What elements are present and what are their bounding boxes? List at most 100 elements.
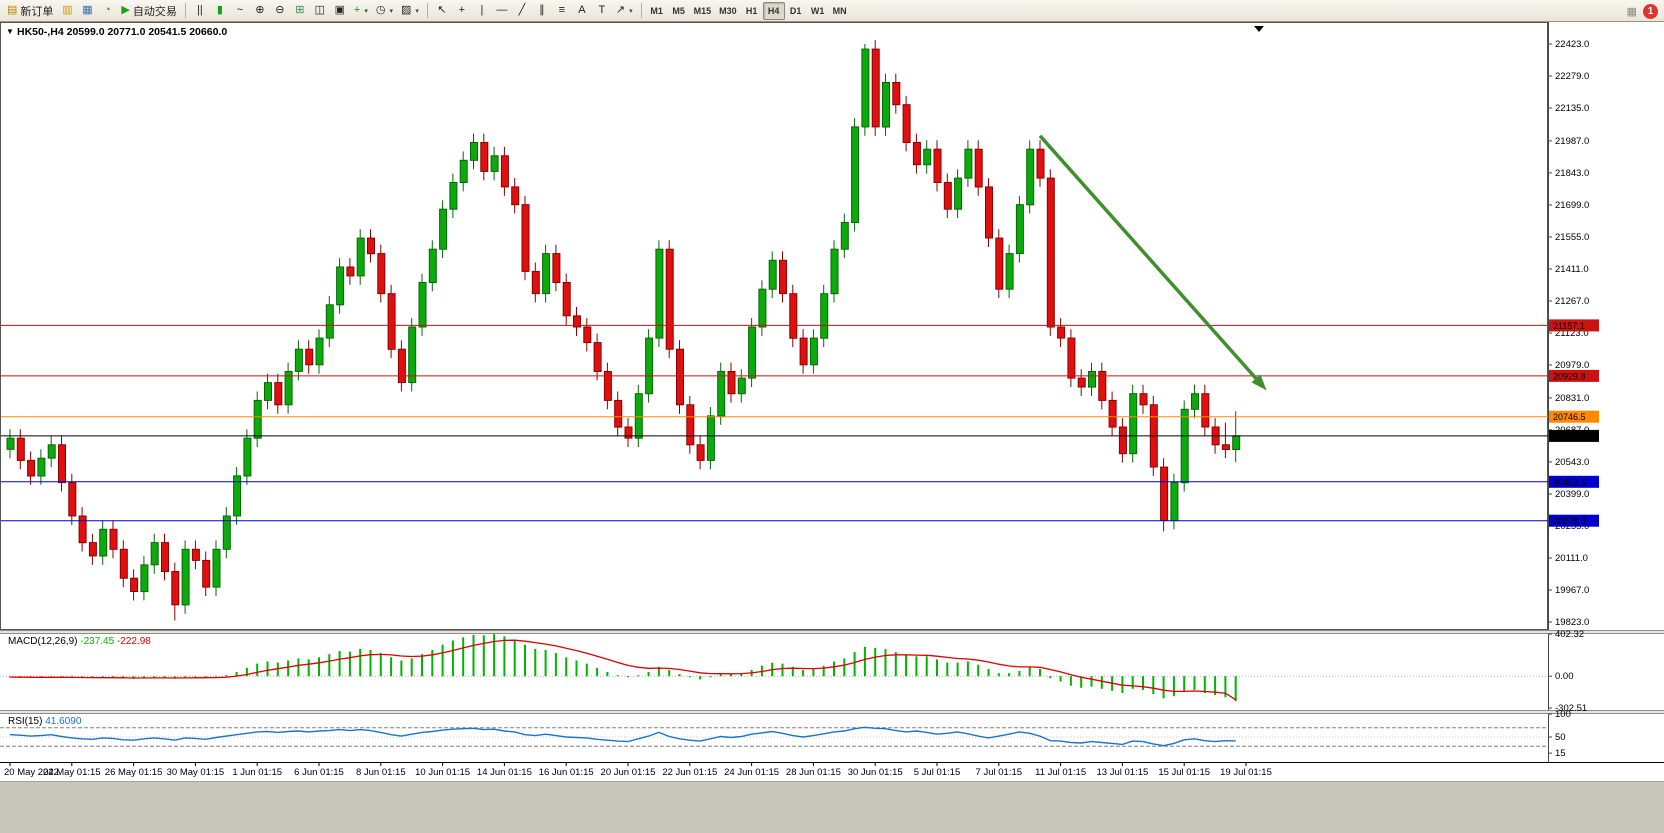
macd-axis-label: 0.00 (1555, 671, 1574, 682)
vertical-line-button[interactable]: | (472, 2, 492, 20)
line-chart-button[interactable]: ~ (230, 2, 250, 20)
timeframe-mn-button[interactable]: MN (832, 5, 847, 16)
zoom-out-button[interactable]: ⊖ (270, 2, 290, 20)
crosshair-icon: + (458, 4, 466, 16)
periods-button[interactable]: ◷ ▾ (372, 2, 397, 20)
text-label-button[interactable]: T (592, 2, 612, 20)
text-label-icon: T (598, 4, 606, 16)
chevron-down-icon: ▾ (364, 7, 368, 15)
timeframe-m1-button[interactable]: M1 (650, 5, 663, 16)
arrange-vertical-icon: ◫ (314, 4, 326, 16)
price-axis-label: 20543.0 (1555, 457, 1589, 468)
auto-trading-button[interactable]: ▶ 自动交易 (117, 2, 180, 20)
candlestick-chart-icon: ▮ (216, 4, 223, 16)
toolbar-separator (640, 3, 642, 18)
time-axis-label: 1 Jun 01:15 (232, 767, 282, 778)
timeframe-h4-button[interactable]: H4 (762, 1, 785, 20)
time-axis-label: 20 Jun 01:15 (601, 767, 656, 778)
vertical-line-icon: | (480, 4, 484, 16)
bar-chart-icon: || (197, 4, 203, 16)
auto-trading-label: 自动交易 (132, 5, 177, 18)
toolbar: ▤ 新订单 ▥ ▦ ◔ ▶ 自动交易 || ▮ ~ ⊕ ⊖ ⊞ ◫ ▣ + ▾ ◷ ▾ ▨ ▾ ↖ + | — ╱ ∥ ≡ A T ↗ ▾ M1… (0, 0, 1664, 22)
rsi-axis-label: 15 (1555, 748, 1566, 759)
time-axis-label: 20 May 2022 (4, 767, 59, 778)
new-order-button[interactable]: ▤ 新订单 (3, 2, 57, 20)
svg-text:20746.5: 20746.5 (1553, 412, 1586, 422)
tile-windows-button[interactable]: ⊞ (290, 2, 310, 20)
time-axis-label: 6 Jun 01:15 (294, 767, 344, 778)
timeframe-m15-button[interactable]: M15 (693, 5, 712, 16)
bar-chart-button[interactable]: || (190, 2, 210, 20)
price-tag: 20278.6 (1549, 514, 1599, 527)
timeframe-d1-button[interactable]: D1 (789, 5, 802, 16)
indicators-button[interactable]: + ▾ (350, 2, 372, 20)
price-axis-label: 21411.0 (1555, 264, 1589, 275)
zoom-in-button[interactable]: ⊕ (250, 2, 270, 20)
time-axis-label: 24 May 01:15 (43, 767, 101, 778)
data-window-button[interactable]: ▦ (77, 2, 97, 20)
horizontal-line-button[interactable]: — (492, 2, 512, 20)
indicators-icon: + (353, 4, 361, 16)
text-icon: A (578, 4, 586, 16)
new-order-label: 新订单 (20, 5, 54, 18)
fibonacci-button[interactable]: ≡ (552, 2, 572, 20)
crosshair-button[interactable]: + (452, 2, 472, 20)
new-order-icon: ▤ (7, 4, 18, 16)
arrange-vertical-button[interactable]: ◫ (310, 2, 330, 20)
price-tag: 20660.0 (1549, 429, 1599, 442)
svg-text:20660.0: 20660.0 (1553, 431, 1586, 441)
price-axis-label: 20111.0 (1555, 553, 1588, 564)
window-footer (0, 781, 1664, 833)
time-axis-label: 24 Jun 01:15 (724, 767, 779, 778)
navigator-button[interactable]: ◔ (97, 2, 117, 20)
candles (6, 40, 1241, 621)
time-axis-label: 30 May 01:15 (167, 767, 225, 778)
price-axis-label: 20831.0 (1555, 393, 1589, 404)
chart-status-icon: ▦ (1626, 5, 1637, 18)
panel-separator[interactable] (0, 710, 1664, 714)
market-watch-button[interactable]: ▥ (57, 2, 77, 20)
chart-title: HK50-,H4 20599.0 20771.0 20541.5 20660.0 (17, 26, 227, 38)
trendline-button[interactable]: ╱ (512, 2, 532, 20)
equidistant-channel-button[interactable]: ∥ (532, 2, 552, 20)
timeframe-h1-button[interactable]: H1 (745, 5, 758, 16)
zoom-in-icon: ⊕ (255, 4, 265, 16)
price-axis-label: 21267.0 (1555, 296, 1589, 307)
trend-arrow[interactable] (1038, 134, 1267, 391)
arrange-cascade-icon: ▣ (334, 4, 346, 16)
notification-badge[interactable]: 1 (1643, 3, 1658, 19)
timeframe-m5-button[interactable]: M5 (672, 5, 685, 16)
price-axis-label: 21843.0 (1555, 168, 1589, 179)
chart-shift-marker[interactable] (1254, 26, 1264, 32)
arrows-button[interactable]: ↗ ▾ (612, 2, 637, 20)
timeframe-w1-button[interactable]: W1 (810, 5, 825, 16)
cursor-icon: ↖ (437, 4, 447, 16)
price-axis[interactable]: 22423.0 22279.0 22135.0 21987.0 21843.0 21699… (1548, 22, 1599, 762)
svg-text:21157.1: 21157.1 (1553, 321, 1585, 331)
time-axis-label: 11 Jul 01:15 (1035, 767, 1086, 778)
templates-button[interactable]: ▨ ▾ (397, 2, 423, 20)
macd-label: MACD(12,26,9) -237.45 -222.98 (8, 636, 151, 647)
rsi-label: RSI(15) 41.6090 (8, 716, 82, 727)
toolbar-separator (426, 3, 428, 18)
arrange-cascade-button[interactable]: ▣ (330, 2, 350, 20)
panel-separator[interactable] (0, 630, 1664, 634)
text-button[interactable]: A (572, 2, 592, 20)
chevron-down-icon: ▾ (389, 7, 393, 15)
rsi-axis-label: 100 (1555, 709, 1571, 720)
chart-collapse-icon[interactable]: ▼ (6, 27, 14, 36)
cursor-button[interactable]: ↖ (432, 2, 452, 20)
time-axis-label: 14 Jun 01:15 (477, 767, 532, 778)
timeframe-m30-button[interactable]: M30 (719, 5, 737, 16)
candlestick-chart-button[interactable]: ▮ (210, 2, 230, 20)
chart-canvas[interactable]: ▼ HK50-,H4 20599.0 20771.0 20541.5 20660.… (0, 22, 1664, 781)
arrows-icon: ↗ (615, 4, 626, 16)
equidistant-channel-icon: ∥ (539, 4, 545, 16)
price-tag: 20929.8 (1549, 369, 1599, 382)
market-watch-icon: ▥ (62, 4, 73, 16)
svg-text:20929.8: 20929.8 (1553, 371, 1586, 381)
chevron-down-icon: ▾ (415, 7, 419, 15)
rsi-line (9, 726, 1236, 747)
price-axis-label: 22135.0 (1555, 103, 1589, 114)
